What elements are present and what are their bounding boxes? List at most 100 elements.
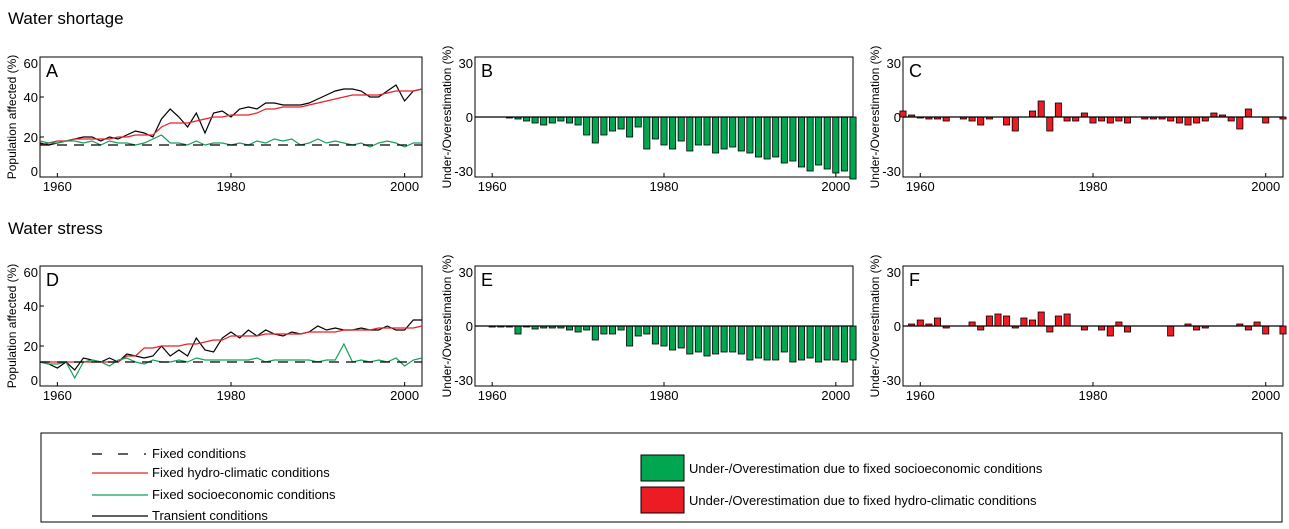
panel-b-bar (651, 116, 659, 140)
panel-b-bar (789, 116, 797, 162)
panel-f-bar (1124, 325, 1132, 333)
panel-b-bar (531, 116, 539, 124)
panel-b-letter: B (481, 61, 493, 81)
panel-d-frame (39, 265, 423, 387)
panel-f-xtick-label: 1980 (1079, 388, 1108, 403)
panel-e-bar (694, 325, 702, 353)
section-title-water-shortage: Water shortage (8, 9, 124, 28)
panel-c-letter: C (909, 61, 922, 81)
panel-e-bar (806, 325, 814, 359)
panel-c-xtick-label: 1980 (1079, 179, 1108, 194)
panel-e-bar (591, 325, 599, 341)
panel-a-xtick-label: 1960 (43, 179, 72, 194)
panel-b-bar (755, 116, 763, 158)
panel-f-bar (1167, 325, 1175, 337)
panel-e-xtick-label: 1980 (650, 388, 679, 403)
legend-label-bar-socio: Under-/Overestimation due to fixed socio… (689, 461, 1043, 476)
panel-d-xtick-label: 1960 (43, 388, 72, 403)
panel-f-xtick-label: 1960 (906, 388, 935, 403)
panel-e-bar (737, 325, 745, 355)
panel-e-bar (677, 325, 685, 349)
panel-a-ylabel: Population affected (%) (5, 55, 19, 180)
panel-e-bar (849, 325, 857, 361)
legend-swatch-bar-hydro (640, 486, 685, 514)
panel-c-bar (1106, 116, 1114, 124)
panel-e-bar (626, 325, 634, 347)
panel-f-bar (916, 319, 924, 327)
panel-c-bar (1193, 116, 1201, 124)
panel-f-bar (1020, 317, 1028, 327)
panel-e-ytick-label: 30 (459, 265, 473, 280)
panel-e-bar (651, 325, 659, 345)
panel-c-xtick-label: 2000 (1251, 179, 1280, 194)
panel-b-bar (669, 116, 677, 150)
panel-c-bar (1089, 116, 1097, 124)
legend-label-fixed-hydro: Fixed hydro-climatic conditions (152, 465, 330, 480)
panel-f-bar (1262, 325, 1270, 335)
panel-b-bar (686, 116, 694, 152)
panel-f-ytick-label: 0 (894, 319, 901, 334)
panel-f-ylabel: Under-/Overestimation (%) (868, 255, 882, 398)
panel-d-series-fixed-socio (39, 342, 423, 380)
panel-b-bar (780, 116, 788, 164)
panel-d-ytick-label: 20 (24, 339, 38, 354)
panel-c-bar (1236, 116, 1244, 130)
panel-e-bar (643, 325, 651, 335)
panel-d-ytick-label: 40 (24, 299, 38, 314)
panel-f-bar (985, 315, 993, 327)
panel-e-bar (660, 325, 668, 347)
panel-b-bar (815, 116, 823, 166)
panel-c-bar (1003, 116, 1011, 126)
panel-c-bar (899, 110, 907, 118)
panel-f-bar (1054, 315, 1062, 327)
panel-f-bar (1063, 313, 1071, 327)
panel-a-chart: A 0 20 40 60 1960 1980 2000 Population affected … (5, 55, 423, 194)
panel-a-ytick-label: 0 (31, 164, 38, 179)
panel-e-bar (789, 325, 797, 363)
panel-d-ytick-label: 60 (24, 265, 38, 280)
panel-b-bar (729, 116, 737, 148)
legend: Fixed conditions Fixed hydro-climatic co… (40, 432, 1283, 523)
panel-b-bar (677, 116, 685, 142)
panel-b-bar (712, 116, 720, 154)
panel-e-bar (823, 325, 831, 361)
panel-b-bar (583, 116, 591, 136)
panel-a-series-fixed-hydro (39, 88, 423, 146)
panel-a-xtick-label: 1980 (217, 179, 246, 194)
panel-e-letter: E (481, 270, 493, 290)
panel-c-ytick-label: 0 (894, 110, 901, 125)
panel-e-bar (686, 325, 694, 355)
panel-c-bar (1037, 100, 1045, 118)
panel-e-bar (755, 325, 763, 359)
panel-c-bar (1054, 102, 1062, 118)
panel-d-series-transient (39, 319, 422, 371)
panel-d-xtick-label: 2000 (390, 388, 419, 403)
panel-b-bar (634, 116, 642, 128)
panel-d-ytick-label: 0 (31, 373, 38, 388)
panel-e-xtick-label: 1960 (478, 388, 507, 403)
panel-e-bar (815, 325, 823, 363)
panel-f-bar (1279, 325, 1287, 335)
panel-d-series-fixed-hydro (40, 325, 423, 363)
panel-a-letter: A (46, 61, 58, 81)
panel-e-bar (798, 325, 806, 361)
panel-c-bar (1029, 110, 1037, 118)
panel-b-xtick-label: 2000 (821, 179, 850, 194)
panel-b-bar (617, 116, 625, 130)
panel-b-bar (660, 116, 668, 146)
legend-swatch-bar-socio (640, 454, 685, 482)
panel-b-bar (849, 116, 857, 180)
panel-e-bar (720, 325, 728, 353)
panel-f-bar (1046, 325, 1054, 333)
panel-f-bar (934, 317, 942, 327)
panel-b-bar (832, 116, 840, 174)
panel-d-xtick-label: 1980 (217, 388, 246, 403)
panel-a-series-transient (39, 84, 423, 146)
legend-label-fixed-conditions: Fixed conditions (152, 446, 246, 461)
panel-d-chart: D 0 20 40 60 1960 1980 2000 Population affected … (5, 264, 423, 403)
panel-f-bar (1003, 315, 1011, 327)
panel-a-ytick-label: 20 (24, 130, 38, 145)
panel-f-chart: F -30 0 30 1960 1980 2000 Under-/Overestimation… (868, 255, 1287, 403)
panel-d-ylabel: Population affected (%) (5, 264, 19, 389)
panel-e-ylabel: Under-/Overestimation (%) (440, 255, 454, 398)
